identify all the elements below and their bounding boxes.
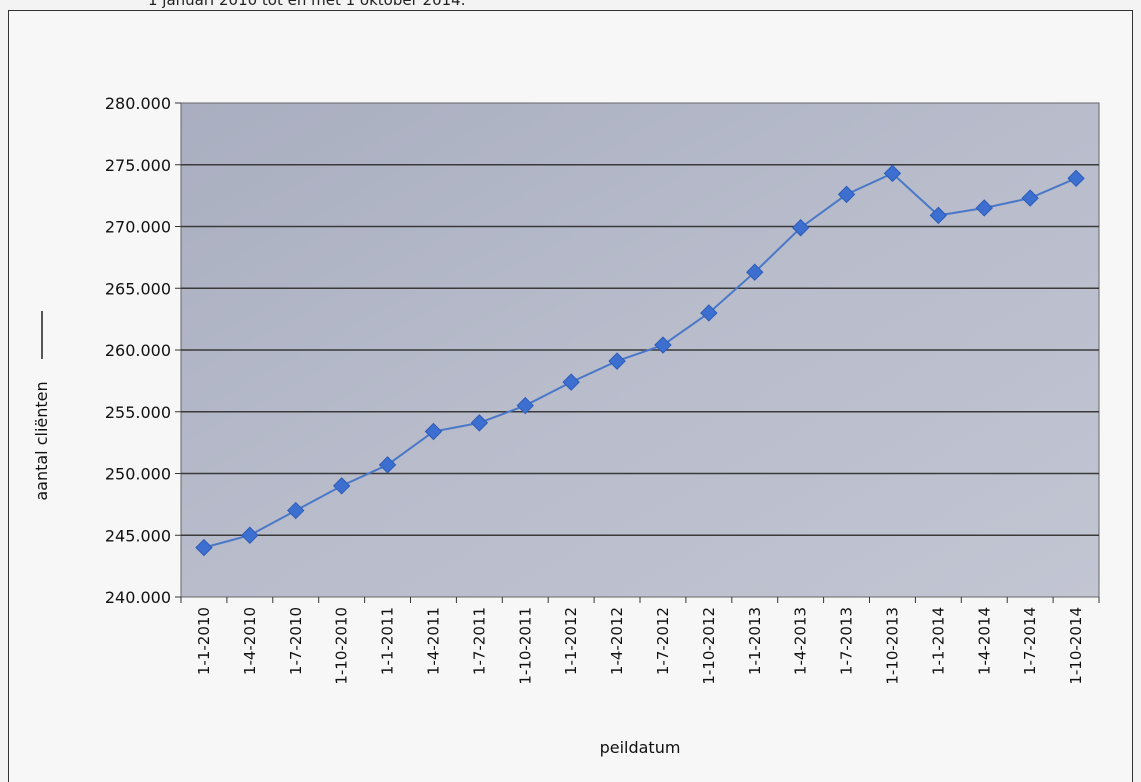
x-tick-label: 1-1-2011 bbox=[379, 607, 397, 675]
series bbox=[195, 164, 1085, 557]
data-point bbox=[195, 538, 213, 557]
data-point bbox=[1021, 189, 1039, 207]
data-point bbox=[746, 263, 764, 281]
data-point bbox=[332, 477, 351, 495]
x-tick-label: 1-10-2013 bbox=[883, 607, 901, 685]
y-axis-title: aantal cliënten bbox=[32, 381, 51, 500]
data-point bbox=[700, 304, 718, 322]
y-tick-label: 280.000 bbox=[105, 94, 171, 113]
data-point bbox=[516, 396, 534, 415]
y-tick-label: 260.000 bbox=[105, 341, 171, 360]
data-point bbox=[470, 414, 489, 432]
y-tick-label: 270.000 bbox=[105, 218, 171, 237]
x-tick-label: 1-1-2014 bbox=[929, 607, 947, 675]
x-tick-label: 1-4-2011 bbox=[424, 607, 442, 675]
data-point bbox=[883, 164, 902, 183]
data-point bbox=[791, 219, 810, 237]
y-tick-label: 265.000 bbox=[105, 279, 171, 298]
y-tick-label: 240.000 bbox=[105, 588, 171, 607]
data-point bbox=[654, 336, 672, 354]
series-line bbox=[203, 172, 1077, 549]
x-tick-label: 1-7-2012 bbox=[654, 607, 672, 675]
x-tick-label: 1-4-2010 bbox=[241, 607, 259, 675]
data-point bbox=[287, 501, 305, 520]
x-tick-label: 1-7-2013 bbox=[838, 607, 856, 675]
x-tick-label: 1-10-2012 bbox=[700, 607, 718, 685]
y-axis-title-group: aantal cliënten bbox=[32, 311, 51, 501]
x-tick-label: 1-7-2011 bbox=[470, 607, 488, 675]
y-tick-label: 255.000 bbox=[105, 403, 171, 422]
x-tick-label: 1-4-2013 bbox=[792, 607, 810, 675]
data-point bbox=[837, 185, 856, 204]
data-point bbox=[241, 526, 259, 544]
x-tick-label: 1-1-2010 bbox=[195, 607, 213, 675]
y-tick-label: 245.000 bbox=[105, 526, 171, 545]
chart-frame: 240.000 245.000 250.000 255.000 260.000 265.0… bbox=[8, 10, 1133, 782]
x-axis-ticks: 1-1-2010 1-4-2010 1-7-2010 1-10-2010 1-1-201… bbox=[195, 607, 1085, 685]
x-axis-title: peildatum bbox=[600, 738, 681, 757]
data-point bbox=[929, 206, 948, 225]
y-axis-ticks: 240.000 245.000 250.000 255.000 260.000 265.0… bbox=[105, 94, 171, 607]
x-tick-label: 1-1-2012 bbox=[562, 607, 580, 675]
x-tick-label: 1-7-2010 bbox=[287, 607, 305, 675]
axes bbox=[175, 102, 1100, 603]
x-tick-label: 1-10-2010 bbox=[333, 607, 351, 685]
data-point bbox=[1067, 169, 1085, 188]
x-tick-label: 1-4-2012 bbox=[608, 607, 626, 675]
chart-caption: 1 januari 2010 tot en met 1 oktober 2014… bbox=[148, 0, 466, 9]
x-tick-label: 1-7-2014 bbox=[1021, 607, 1039, 675]
data-point bbox=[975, 199, 993, 217]
x-tick-label: 1-4-2014 bbox=[975, 607, 993, 675]
data-point bbox=[378, 456, 397, 474]
line-chart: 240.000 245.000 250.000 255.000 260.000 265.0… bbox=[32, 94, 1100, 757]
y-tick-label: 250.000 bbox=[105, 465, 171, 484]
y-tick-label: 275.000 bbox=[105, 156, 171, 175]
x-tick-label: 1-1-2013 bbox=[746, 607, 764, 675]
data-point bbox=[424, 422, 443, 441]
data-point bbox=[608, 352, 626, 370]
gridlines bbox=[181, 163, 1099, 537]
x-tick-label: 1-10-2011 bbox=[516, 607, 534, 685]
x-tick-label: 1-10-2014 bbox=[1067, 607, 1085, 685]
data-point bbox=[562, 373, 580, 391]
